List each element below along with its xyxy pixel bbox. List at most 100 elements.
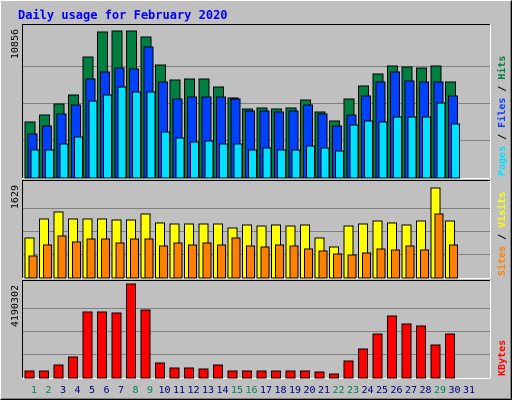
bar-pages-day-1 — [30, 149, 40, 179]
day-label-5: 5 — [89, 385, 95, 396]
bar-sites-day-7 — [115, 242, 125, 279]
bar-kbytes-day-7 — [111, 312, 122, 379]
bar-kbytes-day-29 — [430, 344, 441, 379]
day-label-1: 1 — [31, 385, 37, 396]
bar-sites-day-24 — [362, 252, 371, 279]
legend-item-pages: Pages — [497, 146, 508, 176]
legend-separator: / — [497, 128, 508, 146]
bar-pages-day-20 — [306, 145, 315, 179]
bar-sites-day-11 — [173, 242, 183, 279]
bar-pages-day-18 — [277, 149, 286, 179]
bar-kbytes-day-23 — [343, 360, 354, 379]
day-label-17: 17 — [260, 385, 272, 396]
bar-sites-day-14 — [217, 244, 226, 279]
bar-kbytes-day-25 — [372, 333, 383, 379]
bar-pages-day-30 — [451, 123, 460, 179]
day-label-25: 25 — [376, 385, 388, 396]
bar-kbytes-day-11 — [169, 367, 180, 379]
day-label-27: 27 — [405, 385, 417, 396]
day-label-6: 6 — [103, 385, 109, 396]
bar-kbytes-day-14 — [213, 364, 223, 379]
y-axis-max-label: 1629 — [10, 185, 21, 209]
day-label-7: 7 — [118, 385, 124, 396]
bar-sites-day-10 — [159, 245, 168, 279]
bar-sites-day-28 — [420, 249, 429, 279]
bar-sites-day-25 — [376, 248, 386, 279]
panel-hits-files-pages: 10856 Pages / Files / Hits — [10, 24, 508, 179]
chart-title: Daily usage for February 2020 — [18, 8, 228, 22]
bar-sites-day-21 — [318, 250, 328, 279]
bar-pages-day-17 — [262, 147, 272, 179]
day-label-9: 9 — [147, 385, 153, 396]
y-axis-max-label: 4190302 — [10, 285, 21, 327]
bar-sites-day-17 — [260, 246, 270, 279]
panel-visits-sites: 1629 Sites / Visits — [10, 180, 508, 279]
bar-kbytes-day-3 — [53, 364, 64, 379]
y-axis-max-label: 10856 — [10, 29, 21, 59]
legend-item-visits: Visits — [496, 192, 508, 228]
bar-kbytes-day-8 — [126, 283, 136, 379]
bar-sites-day-22 — [333, 253, 342, 279]
bar-pages-day-22 — [335, 150, 344, 179]
bar-sites-day-27 — [405, 245, 415, 279]
day-label-28: 28 — [419, 385, 431, 396]
bar-sites-day-8 — [130, 238, 139, 279]
bar-pages-day-23 — [349, 124, 359, 179]
bar-kbytes-day-19 — [285, 370, 296, 379]
bar-sites-day-1 — [28, 255, 38, 279]
bar-pages-day-16 — [248, 149, 257, 179]
bar-sites-day-3 — [57, 235, 67, 279]
bar-pages-day-27 — [407, 116, 417, 179]
bar-sites-day-4 — [72, 241, 81, 279]
legend-item-files: Files — [496, 98, 508, 128]
day-label-4: 4 — [74, 385, 80, 396]
bar-pages-day-12 — [190, 141, 199, 179]
day-label-30: 30 — [448, 385, 460, 396]
day-label-22: 22 — [332, 385, 344, 396]
bar-sites-day-29 — [434, 213, 444, 279]
bar-kbytes-day-2 — [39, 370, 49, 379]
bar-pages-day-25 — [378, 121, 388, 179]
legend-hits-files-pages: Pages / Files / Hits — [496, 56, 508, 176]
day-label-31: 31 — [463, 385, 475, 396]
day-axis-labels: 1 2 3 4 5 6 7 8 9 10 11 12 13 14 15 16 17 18 19 20 21 22 23 24 2… — [31, 385, 475, 396]
day-label-18: 18 — [274, 385, 286, 396]
bar-kbytes-day-16 — [242, 370, 252, 379]
day-label-13: 13 — [202, 385, 214, 396]
bar-pages-day-4 — [74, 136, 83, 179]
bar-pages-day-28 — [422, 116, 431, 179]
bar-sites-day-16 — [246, 245, 255, 279]
day-label-2: 2 — [45, 385, 51, 396]
day-label-23: 23 — [347, 385, 359, 396]
bar-kbytes-day-21 — [314, 371, 325, 379]
bar-pages-day-11 — [175, 137, 185, 179]
bar-kbytes-day-5 — [82, 311, 93, 379]
bar-kbytes-day-1 — [24, 370, 35, 379]
legend-kbytes: KBytes — [497, 340, 508, 376]
day-label-26: 26 — [390, 385, 402, 396]
bar-pages-day-14 — [219, 143, 228, 179]
legend-visits-sites: Sites / Visits — [496, 192, 508, 276]
bar-kbytes-day-13 — [198, 368, 209, 379]
bar-pages-day-7 — [117, 86, 127, 179]
day-label-8: 8 — [132, 385, 138, 396]
bar-kbytes-day-27 — [401, 323, 412, 379]
bar-pages-day-13 — [204, 140, 214, 179]
bar-sites-day-30 — [449, 244, 458, 279]
bar-pages-day-2 — [45, 149, 54, 179]
legend-item-kbytes: KBytes — [497, 340, 508, 376]
day-label-15: 15 — [231, 385, 243, 396]
bar-pages-day-29 — [436, 102, 446, 179]
bar-kbytes-day-9 — [140, 309, 151, 379]
bar-sites-day-19 — [289, 245, 299, 279]
bar-kbytes-day-22 — [329, 373, 339, 379]
legend-item-sites: Sites — [496, 246, 508, 276]
legend-item-hits: Hits — [496, 56, 508, 80]
bar-kbytes-day-26 — [387, 315, 397, 379]
bar-kbytes-day-28 — [416, 325, 426, 379]
bar-pages-day-10 — [161, 131, 170, 179]
legend-separator: / — [497, 80, 508, 98]
day-label-21: 21 — [318, 385, 330, 396]
bar-kbytes-day-30 — [445, 333, 455, 379]
bar-pages-day-21 — [320, 147, 330, 179]
